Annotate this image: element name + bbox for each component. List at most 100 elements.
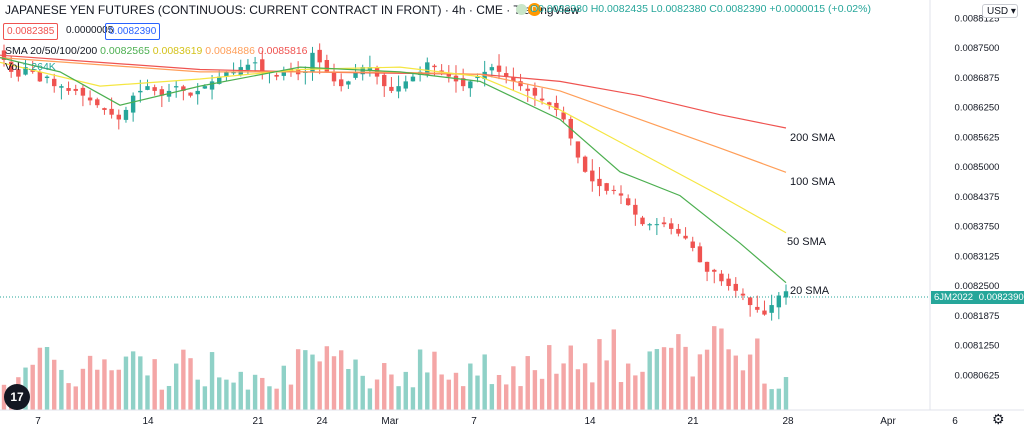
volume-bar [224, 379, 229, 410]
price-tick-label: 0.0084375 [955, 192, 1000, 203]
candle-body [618, 193, 624, 196]
volume-bar [654, 349, 660, 410]
time-tick-label: Apr [880, 416, 896, 427]
volume-bar [353, 359, 358, 410]
volume-bar [367, 388, 373, 410]
candle-body [604, 183, 609, 191]
volume-bar [37, 347, 43, 410]
candle-body [532, 87, 538, 96]
gear-icon[interactable]: ⚙ [992, 411, 1005, 427]
volume-bar [733, 355, 738, 410]
volume-bar [712, 326, 717, 410]
candle-body [539, 98, 545, 101]
volume-bar [95, 369, 100, 410]
volume-bar [747, 354, 753, 410]
bid-price-box[interactable]: 0.0082385 [3, 23, 59, 40]
volume-bar [59, 369, 64, 410]
volume-bar [640, 371, 645, 410]
time-tick-label: 21 [252, 416, 264, 427]
candle-body [95, 99, 100, 106]
volume-bar [123, 356, 129, 410]
time-tick-label: 24 [316, 416, 328, 427]
candle-body [130, 95, 136, 113]
volume-bar [439, 374, 444, 410]
volume-bar [396, 386, 401, 410]
candle-body [8, 61, 14, 72]
candle-body [769, 305, 774, 313]
volume-bar [195, 379, 200, 410]
candle-body [590, 170, 595, 182]
volume-bar [769, 389, 774, 410]
volume-bar [740, 370, 746, 410]
candle-body [425, 62, 430, 75]
time-tick-label: 7 [471, 416, 477, 427]
candle-body [102, 108, 107, 110]
volume-bar [360, 375, 365, 410]
exchange-label: CME [476, 3, 503, 17]
candle-body [747, 297, 753, 306]
volume-bar [453, 372, 459, 410]
candle-body [87, 97, 93, 101]
candle-body [138, 90, 143, 93]
tag-price: 0.0082390 [978, 292, 1024, 303]
candlesticks [1, 43, 789, 321]
volume-bar [762, 383, 767, 410]
candle-body [382, 74, 387, 87]
candle-body [432, 65, 437, 68]
volume-bar [202, 386, 208, 410]
candle-body [367, 67, 373, 71]
ask-price-box[interactable]: 0.0082390 [105, 23, 161, 40]
candle-body [37, 71, 43, 82]
volume-bar [697, 354, 703, 410]
candle-body [625, 198, 631, 206]
tradingview-logo-icon[interactable]: 17 [4, 384, 30, 410]
candle-body [403, 81, 408, 89]
candle-body [202, 86, 208, 89]
volume-bar [389, 374, 394, 410]
volume-legend[interactable]: Vol 1.264K [5, 61, 56, 73]
volume-bar [525, 356, 530, 410]
candle-body [109, 108, 114, 115]
price-tick-label: 0.0086875 [955, 73, 1000, 84]
sma-annotations: 200 SMA 100 SMA 50 SMA 20 SMA [787, 132, 836, 297]
volume-bar [511, 366, 516, 410]
volume-bar [518, 386, 523, 410]
candle-body [281, 71, 286, 76]
volume-bar [561, 363, 566, 410]
currency-selector[interactable]: USD ▾ [982, 4, 1018, 18]
volume-bar [432, 351, 437, 410]
volume-bar [719, 328, 724, 410]
sma-annotation: 50 SMA [787, 236, 827, 248]
candle-body [633, 204, 638, 215]
candle-body [561, 112, 566, 120]
candle-body [475, 76, 480, 79]
volume-bar [138, 356, 143, 410]
sma-legend[interactable]: SMA 20/50/100/200 0.0082565 0.0083619 0.… [5, 45, 308, 57]
time-tick-label: 21 [687, 416, 699, 427]
spread-value: 0.0000005 [66, 25, 114, 36]
volume-bar [52, 359, 57, 410]
symbol-title[interactable]: JAPANESE YEN FUTURES (CONTINUOUS: CURREN… [5, 3, 442, 17]
volume-bar [130, 351, 136, 410]
volume-bar [690, 376, 695, 410]
candle-body [733, 283, 738, 291]
interval-label[interactable]: 4h [452, 3, 466, 17]
candle-body [783, 291, 789, 298]
volume-bar [166, 385, 172, 410]
sma-annotation: 20 SMA [790, 285, 830, 297]
volume-bar [776, 388, 782, 410]
volume-legend-title: Vol [5, 61, 20, 73]
chart-header: JAPANESE YEN FUTURES (CONTINUOUS: CURREN… [5, 3, 580, 17]
sma-annotation: 100 SMA [790, 176, 836, 188]
volume-bar [647, 351, 652, 410]
sma50-line [0, 61, 787, 234]
volume-value: 1.264K [22, 61, 56, 73]
price-tick-label: 0.0085000 [955, 162, 1000, 173]
volume-bar [188, 358, 193, 410]
candle-body [683, 235, 688, 239]
candle-body [396, 86, 401, 92]
volume-bar [604, 360, 609, 410]
volume-bar [661, 347, 667, 410]
volume-bar [683, 346, 688, 410]
